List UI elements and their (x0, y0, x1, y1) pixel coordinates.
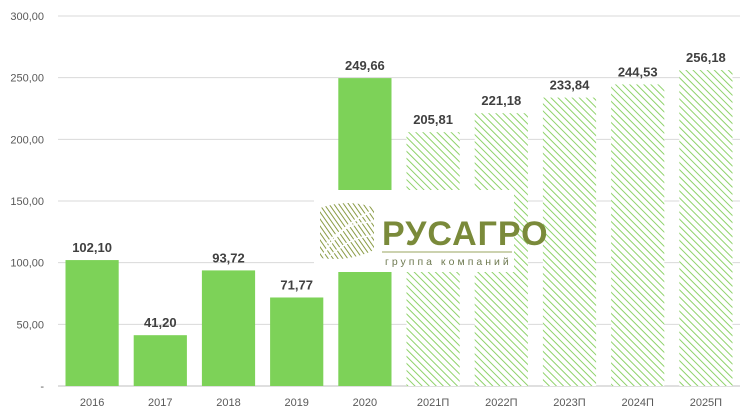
y-tick-label: 200,00 (10, 134, 44, 146)
forecast-bar (611, 84, 665, 387)
y-tick-label: 300,00 (10, 11, 44, 23)
wheat-emblem-icon (320, 203, 374, 259)
data-label: 256,18 (686, 50, 726, 65)
bar (270, 297, 324, 386)
data-label: 41,20 (144, 315, 177, 330)
y-tick-label: 50,00 (16, 319, 44, 331)
y-tick-label: 100,00 (10, 258, 44, 270)
data-label: 244,53 (618, 64, 658, 79)
rusagro-logo: РУСАГРО группа компаний (314, 190, 549, 272)
logo-subtitle: группа компаний (385, 256, 512, 268)
data-label: 71,77 (280, 277, 313, 292)
x-tick-label: 2024П (622, 397, 654, 409)
data-label: 221,18 (481, 93, 521, 108)
y-axis-ticks: - 50,00 100,00 150,00 200,00 250,00 300,00 (10, 11, 44, 393)
data-label: 233,84 (550, 78, 591, 93)
x-tick-label: 2021П (417, 397, 449, 409)
x-tick-label: 2018 (216, 397, 240, 409)
x-tick-label: 2022П (485, 397, 517, 409)
data-label: 93,72 (212, 250, 245, 265)
data-label: 249,66 (345, 58, 385, 73)
x-tick-label: 2023П (553, 397, 585, 409)
data-labels: 102,10 41,20 93,72 71,77 249,66 205,81 221,18 2… (72, 50, 726, 330)
x-tick-label: 2017 (148, 397, 172, 409)
x-axis-ticks: 2016 2017 2018 2019 2020 2021П 2022П 2023П 2024П… (80, 397, 722, 409)
bar (65, 260, 119, 386)
x-tick-label: 2020 (353, 397, 377, 409)
x-tick-label: 2025П (690, 397, 722, 409)
x-tick-label: 2016 (80, 397, 104, 409)
bar (201, 270, 256, 386)
x-tick-label: 2019 (284, 397, 308, 409)
logo-title: РУСАГРО (382, 215, 549, 253)
y-tick-label: 250,00 (10, 73, 44, 85)
data-label: 205,81 (413, 112, 453, 127)
bar (133, 335, 187, 386)
forecast-bar (679, 70, 733, 386)
forecast-bar (542, 97, 597, 386)
y-tick-label: - (40, 381, 44, 393)
y-tick-label: 150,00 (10, 196, 44, 208)
data-label: 102,10 (72, 240, 112, 255)
